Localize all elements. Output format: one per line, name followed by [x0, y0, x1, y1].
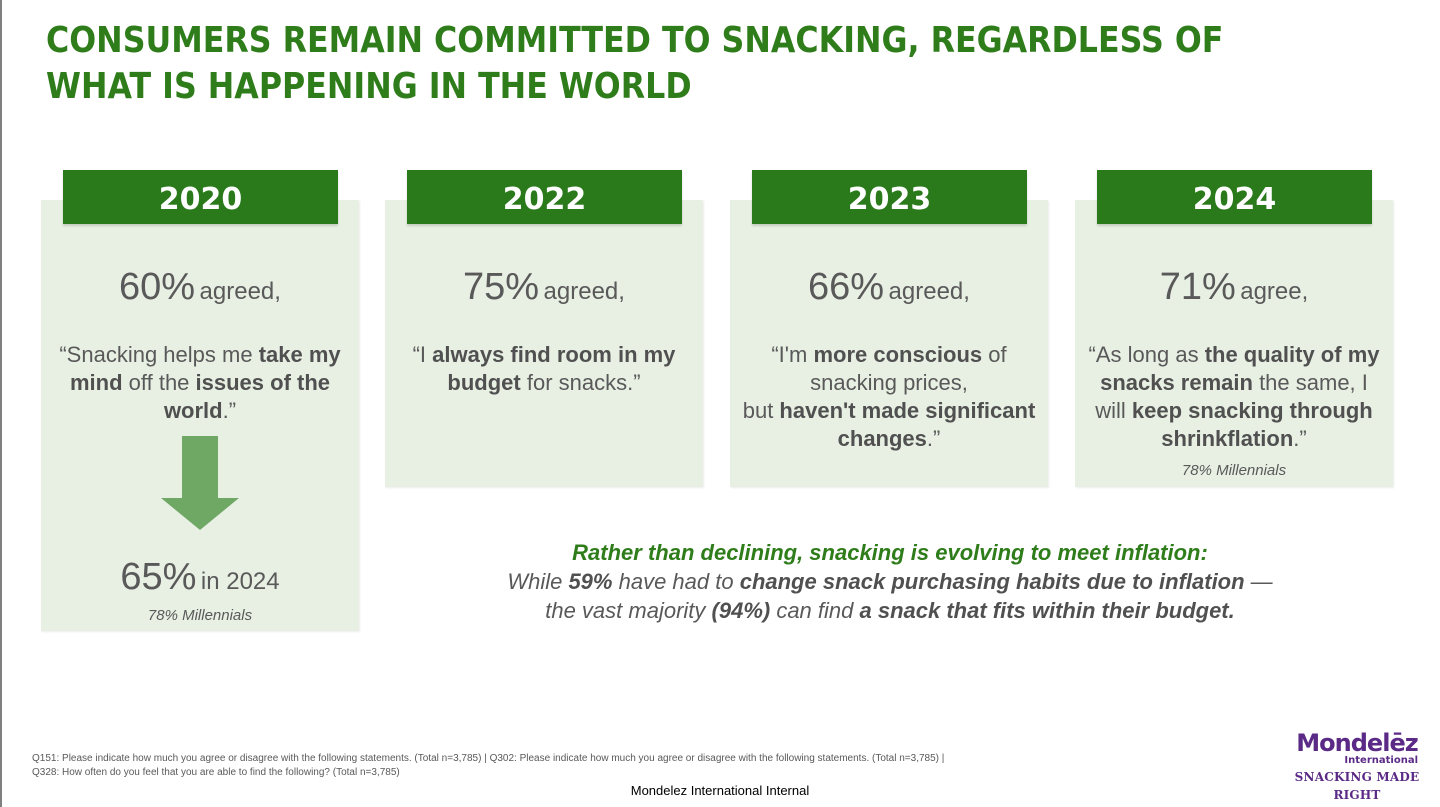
logo-tagline: SNACKING MADE RIGHT — [1294, 770, 1420, 802]
footnote-line-2: Q328: How often do you feel that you are… — [32, 767, 400, 778]
stat-2022: 75% agreed, — [385, 266, 703, 309]
callout-headline: Rather than declining, snacking is evolv… — [572, 540, 1208, 565]
stat-2020: 60% agreed, — [41, 266, 359, 309]
stat-percent: 60% — [119, 266, 196, 308]
stat-percent: 75% — [463, 266, 540, 308]
millennials-note-2024: 78% Millennials — [1181, 462, 1287, 479]
millennials-note-2020: 78% Millennials — [147, 607, 253, 624]
logo-wordmark: Mondelēz — [1296, 729, 1418, 757]
classification-label: Mondelez International Internal — [630, 783, 810, 798]
mondelez-logo: Mondelēz International SNACKING MADE RIG… — [1282, 730, 1432, 804]
quote-2022: “I always find room in my budget for sna… — [412, 342, 676, 395]
year-tab-2023: 2023 — [752, 170, 1027, 224]
slide-title: CONSUMERS REMAIN COMMITTED TO SNACKING, … — [46, 20, 1224, 107]
quote-2020: “Snacking helps me take my mind off the … — [59, 342, 341, 423]
quote-2024: “As long as the quality of my snacks rem… — [1088, 342, 1380, 451]
slide-left-border — [0, 0, 2, 807]
inflation-callout: Rather than declining, snacking is evolv… — [440, 538, 1340, 625]
stat-2024: 71% agree, — [1075, 266, 1393, 309]
followup-percent: 65% — [120, 556, 197, 598]
year-tab-2020: 2020 — [63, 170, 338, 224]
footnote: Q151: Please indicate how much you agree… — [32, 752, 1112, 780]
card-2020: 60% agreed, “Snacking helps me take my m… — [41, 200, 359, 631]
year-tab-2022: 2022 — [407, 170, 682, 224]
stat-percent: 71% — [1159, 266, 1236, 308]
card-2024: 71% agree, “As long as the quality of my… — [1075, 200, 1393, 487]
year-tab-2024: 2024 — [1097, 170, 1372, 224]
down-arrow-icon — [161, 436, 239, 530]
callout-body: While 59% have had to change snack purch… — [507, 569, 1273, 623]
stat-verb: agree, — [1240, 278, 1309, 305]
stat-2023: 66% agreed, — [730, 266, 1048, 309]
followup-label: in 2024 — [200, 568, 280, 595]
stat-percent: 66% — [808, 266, 885, 308]
stat-verb: agreed, — [888, 278, 970, 305]
card-2022: 75% agreed, “I always find room in my bu… — [385, 200, 703, 487]
stat-verb: agreed, — [199, 278, 281, 305]
footnote-line-1: Q151: Please indicate how much you agree… — [32, 753, 945, 764]
stat-verb: agreed, — [543, 278, 625, 305]
logo-subtitle: International — [1344, 755, 1418, 766]
card-2023: 66% agreed, “I'm more conscious of snack… — [730, 200, 1048, 487]
followup-2024: 65% in 2024 — [41, 556, 359, 599]
quote-2023: “I'm more conscious of snacking prices, b… — [742, 342, 1036, 451]
